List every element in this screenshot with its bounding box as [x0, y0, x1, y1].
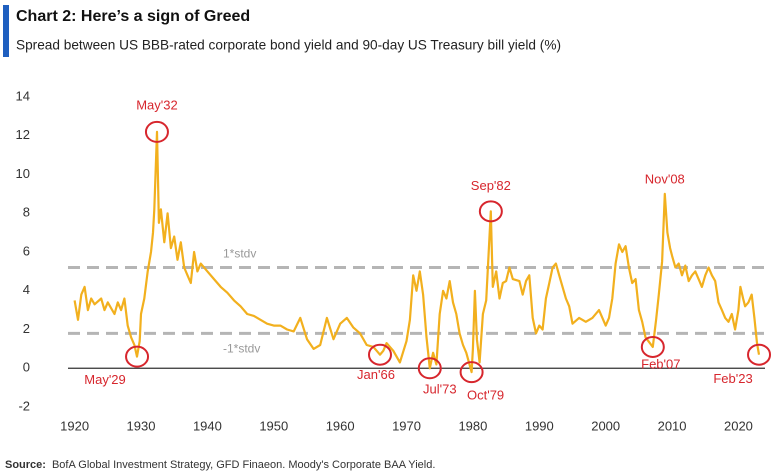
reference-label: 1*stdv: [223, 247, 256, 261]
y-tick-label: 12: [16, 127, 30, 142]
annotation-circle: [125, 345, 150, 368]
annotation-label: Sep'82: [471, 178, 511, 193]
reference-label: -1*stdv: [223, 342, 260, 356]
x-tick-label: 2000: [591, 418, 620, 433]
annotation-label: May'32: [136, 97, 178, 112]
annotation-circle: [417, 357, 442, 380]
y-tick-label: 10: [16, 166, 30, 181]
x-tick-label: 2010: [658, 418, 687, 433]
x-tick-label: 1960: [326, 418, 355, 433]
chart-title: Chart 2: Here’s a sign of Greed: [16, 8, 250, 25]
x-tick-label: 1990: [525, 418, 554, 433]
annotation-circle: [367, 343, 392, 366]
annotation-label: Oct'79: [467, 388, 504, 403]
y-tick-label: 4: [23, 282, 30, 297]
x-tick-label: 1950: [259, 418, 288, 433]
annotation-circle: [747, 343, 772, 366]
annotation-label: Feb'07: [641, 356, 680, 371]
annotation-label: Nov'08: [645, 171, 685, 186]
y-tick-label: 14: [16, 88, 30, 103]
y-tick-label: 8: [23, 205, 30, 220]
annotation-circle: [459, 361, 484, 384]
source: Source: BofA Global Investment Strategy, …: [5, 459, 435, 471]
x-tick-label: 1930: [127, 418, 156, 433]
title-bar: [3, 5, 9, 57]
annotation-label: Jul'73: [423, 382, 457, 397]
source-label: Source:: [5, 459, 46, 471]
y-tick-label: 2: [23, 321, 30, 336]
chart-subtitle: Spread between US BBB-rated corporate bo…: [16, 37, 561, 53]
y-tick-label: -2: [18, 398, 30, 413]
x-tick-label: 2020: [724, 418, 753, 433]
source-text: BofA Global Investment Strategy, GFD Fin…: [52, 459, 435, 471]
x-tick-label: 1920: [60, 418, 89, 433]
annotation-label: Jan'66: [357, 367, 395, 382]
x-tick-label: 1940: [193, 418, 222, 433]
annotation-circle: [640, 335, 665, 358]
x-tick-label: 1970: [392, 418, 421, 433]
y-tick-label: 6: [23, 243, 30, 258]
annotation-circle: [478, 200, 503, 223]
annotation-circle: [144, 120, 169, 143]
annotation-label: May'29: [84, 372, 126, 387]
y-tick-label: 0: [23, 360, 30, 375]
x-tick-label: 1980: [458, 418, 487, 433]
annotation-label: Feb'23: [713, 371, 752, 386]
series-line: [73, 130, 761, 374]
